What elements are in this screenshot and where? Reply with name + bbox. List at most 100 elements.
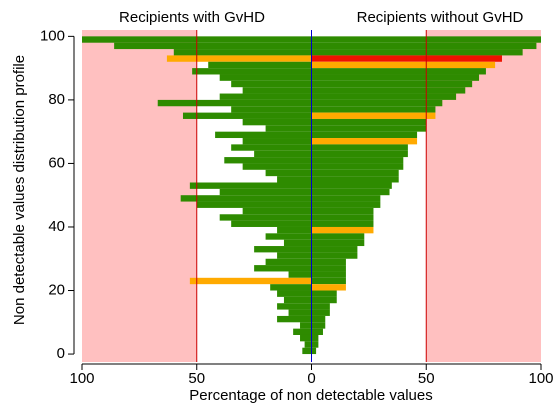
bar [311,226,374,234]
y-tick-label: 80 [48,91,65,108]
bar [311,303,330,310]
bar [219,74,312,81]
bar [311,188,390,196]
bar [311,150,408,158]
y-tick-label: 0 [57,345,65,362]
bar [254,246,312,253]
bar [114,42,312,50]
bar [311,220,374,227]
y-tick-label: 60 [48,154,65,171]
bar [283,239,312,247]
bar [311,309,330,316]
x-tick-label: 100 [69,370,94,387]
bar [215,131,312,139]
bar [311,214,374,221]
bar [311,87,466,94]
bar [311,265,346,272]
left-header: Recipients with GvHD [119,9,265,26]
bar [180,195,312,202]
bar [288,271,312,278]
bar [311,131,418,139]
bar [311,93,457,100]
bar [265,125,312,132]
bar [189,182,312,189]
y-tick-label: 100 [40,27,65,44]
bar [311,341,319,348]
bar [288,309,312,316]
bar [231,144,312,151]
bar [311,347,317,355]
bar [219,188,312,196]
bar [311,112,436,119]
bar [277,252,312,259]
bar [311,195,381,202]
bar [277,303,312,310]
bar [311,99,443,107]
bar [300,334,312,342]
bar [311,258,346,266]
bar [311,246,358,253]
bar [311,296,337,304]
bar [311,74,480,81]
bar [311,163,404,170]
bar [311,322,326,329]
bar [270,284,312,291]
bar [208,61,312,69]
bar [311,334,319,342]
bar [219,93,312,100]
bar [311,169,399,177]
bar [182,112,312,119]
bar [242,163,312,170]
bar [277,290,312,297]
bar [311,118,427,126]
bar [277,176,312,183]
shaded-range [82,30,197,362]
y-axis-label: Non detectable values distribution profi… [11,55,28,325]
bar [311,49,523,56]
y-tick-label: 40 [48,218,65,235]
bar [300,322,312,329]
y-tick-label: 20 [48,281,65,298]
bar [311,207,374,215]
bar [242,87,312,94]
bar [265,258,312,266]
bar [311,55,502,62]
bar [231,80,312,88]
bar [265,233,312,240]
x-tick-label: 0 [307,370,315,387]
bar [254,150,312,158]
bar [311,315,326,323]
bar [311,252,358,259]
x-tick-label: 100 [528,370,553,387]
bar [311,144,408,151]
bar [311,284,346,291]
bar [293,328,312,335]
bar [311,68,486,75]
bar [224,157,312,164]
bar [254,265,312,272]
bar [242,118,312,126]
right-header: Recipients without GvHD [357,9,524,26]
bar [196,201,312,208]
bar [311,201,381,208]
bar [311,125,427,132]
bar [311,138,418,145]
bar [157,99,312,107]
x-tick-label: 50 [188,370,205,387]
bar [277,315,312,323]
bar [231,106,312,113]
bar [242,207,312,215]
bar [166,55,312,62]
bar [311,182,392,189]
bar [265,169,312,177]
x-tick-label: 50 [418,370,435,387]
bar [311,239,365,247]
bar [311,233,365,240]
bar [304,341,312,348]
bar [231,220,312,227]
bar [173,49,312,56]
bar [192,68,312,75]
bar [277,226,312,234]
bar [311,290,337,297]
bar [311,328,323,335]
